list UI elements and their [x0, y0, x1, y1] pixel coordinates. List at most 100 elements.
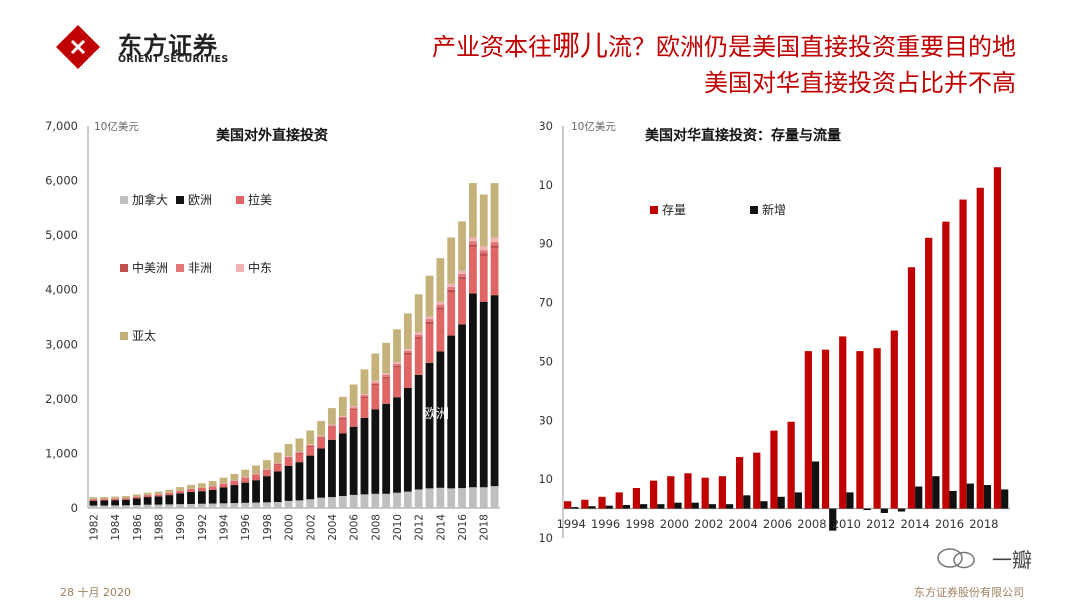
bar: [743, 495, 751, 509]
bar-segment: [143, 504, 152, 508]
bar-segment: [122, 505, 130, 508]
bar-segment: [479, 301, 488, 488]
bar-segment: [262, 460, 271, 469]
bar-segment: [273, 464, 282, 472]
bar-segment: [328, 424, 336, 426]
bar: [708, 504, 717, 509]
bar-segment: [479, 256, 488, 302]
bar-segment: [382, 403, 391, 494]
bar: [632, 487, 641, 509]
bar: [701, 477, 709, 509]
bar-segment: [100, 500, 109, 506]
legend-label: 中东: [248, 260, 272, 275]
bar-segment: [425, 275, 434, 317]
legend-swatch: [120, 196, 128, 204]
bar-segment: [338, 415, 347, 417]
title-line-1: 产业资本往哪儿流？欧洲仍是美国直接投资重要目的地: [431, 29, 1016, 62]
bar-segment: [349, 426, 358, 495]
bar-segment: [371, 409, 380, 494]
bar-segment: [262, 476, 271, 503]
legend-label: 非洲: [188, 261, 212, 275]
x-tick-label: 2004: [729, 517, 758, 531]
x-tick-label: 1996: [240, 514, 252, 541]
y-tick-label: 5,000: [45, 228, 78, 242]
legend-swatch: [176, 196, 184, 204]
bar-segment: [328, 497, 336, 508]
bar-segment: [295, 453, 304, 463]
bar-segment: [360, 398, 369, 418]
bar-segment: [284, 444, 293, 457]
footer-company: 东方证券股份有限公司: [914, 586, 1024, 599]
bar-segment: [382, 376, 391, 379]
bar: [811, 461, 820, 509]
bar-segment: [382, 342, 391, 374]
bar-segment: [403, 387, 412, 492]
y-tick-label: 2,000: [45, 392, 78, 406]
bar-segment: [306, 430, 315, 445]
bar: [829, 508, 837, 531]
bar: [880, 508, 888, 513]
x-tick-label: 2010: [832, 517, 861, 531]
x-tick-label: 2008: [797, 517, 826, 531]
bar-segment: [230, 503, 239, 508]
bar-segment: [230, 480, 239, 482]
bar: [942, 221, 950, 509]
x-tick-label: 2014: [435, 514, 447, 541]
bar-segment: [241, 469, 250, 477]
bar-segment: [436, 304, 445, 308]
bar-segment: [414, 337, 423, 340]
bar: [856, 351, 864, 509]
page-title: 产业资本往哪儿流？欧洲仍是美国直接投资重要目的地 美国对华直接投资占比并不高: [432, 28, 1016, 101]
x-tick-label: 1986: [132, 514, 144, 541]
bar-segment: [458, 488, 466, 508]
title-line-2: 美国对华直接投资占比并不高: [704, 69, 1016, 97]
x-tick-label: 1994: [219, 514, 231, 541]
bar-segment: [458, 270, 466, 274]
bar-segment: [393, 367, 401, 398]
bar-segment: [100, 499, 109, 501]
bar-segment: [208, 486, 217, 490]
bar-segment: [111, 496, 120, 499]
bar-segment: [273, 501, 282, 508]
bar-segment: [371, 383, 380, 386]
bar-segment: [89, 500, 98, 506]
bar-segment: [436, 351, 445, 488]
bar-segment: [425, 488, 434, 508]
bar-segment: [262, 470, 271, 477]
bar-segment: [360, 396, 369, 399]
bar-segment: [252, 480, 260, 503]
bar: [725, 504, 734, 509]
bar-segment: [89, 499, 98, 501]
bar-segment: [360, 417, 369, 495]
bar-segment: [490, 245, 499, 249]
bar-segment: [317, 435, 326, 437]
y-tick-label: 10: [540, 472, 553, 486]
bar-segment: [393, 397, 401, 493]
bar-segment: [382, 378, 391, 404]
bar-segment: [100, 496, 109, 499]
bar-segment: [273, 452, 282, 463]
bar-segment: [165, 495, 174, 505]
bar-segment: [371, 385, 380, 410]
legend-label: 欧洲: [188, 193, 212, 207]
bar-segment: [349, 407, 358, 409]
bar-segment: [436, 487, 445, 508]
x-tick-label: 2018: [479, 514, 491, 541]
bar-segment: [306, 444, 315, 446]
x-tick-label: 2014: [900, 517, 929, 531]
bar-segment: [306, 455, 315, 500]
bar: [770, 430, 778, 509]
x-tick-label: 2000: [660, 517, 689, 531]
bar-segment: [197, 491, 206, 504]
y-tick-label: 0: [71, 501, 78, 515]
x-tick-label: 2004: [327, 514, 339, 541]
bar-segment: [371, 382, 380, 384]
bar: [588, 506, 596, 509]
bar-segment: [230, 481, 239, 486]
bar-segment: [468, 487, 477, 508]
bar-segment: [349, 410, 358, 427]
bar-segment: [479, 250, 488, 254]
x-tick-label: 1994: [557, 517, 586, 531]
bar-segment: [338, 433, 347, 496]
legend-swatch: [236, 264, 244, 272]
